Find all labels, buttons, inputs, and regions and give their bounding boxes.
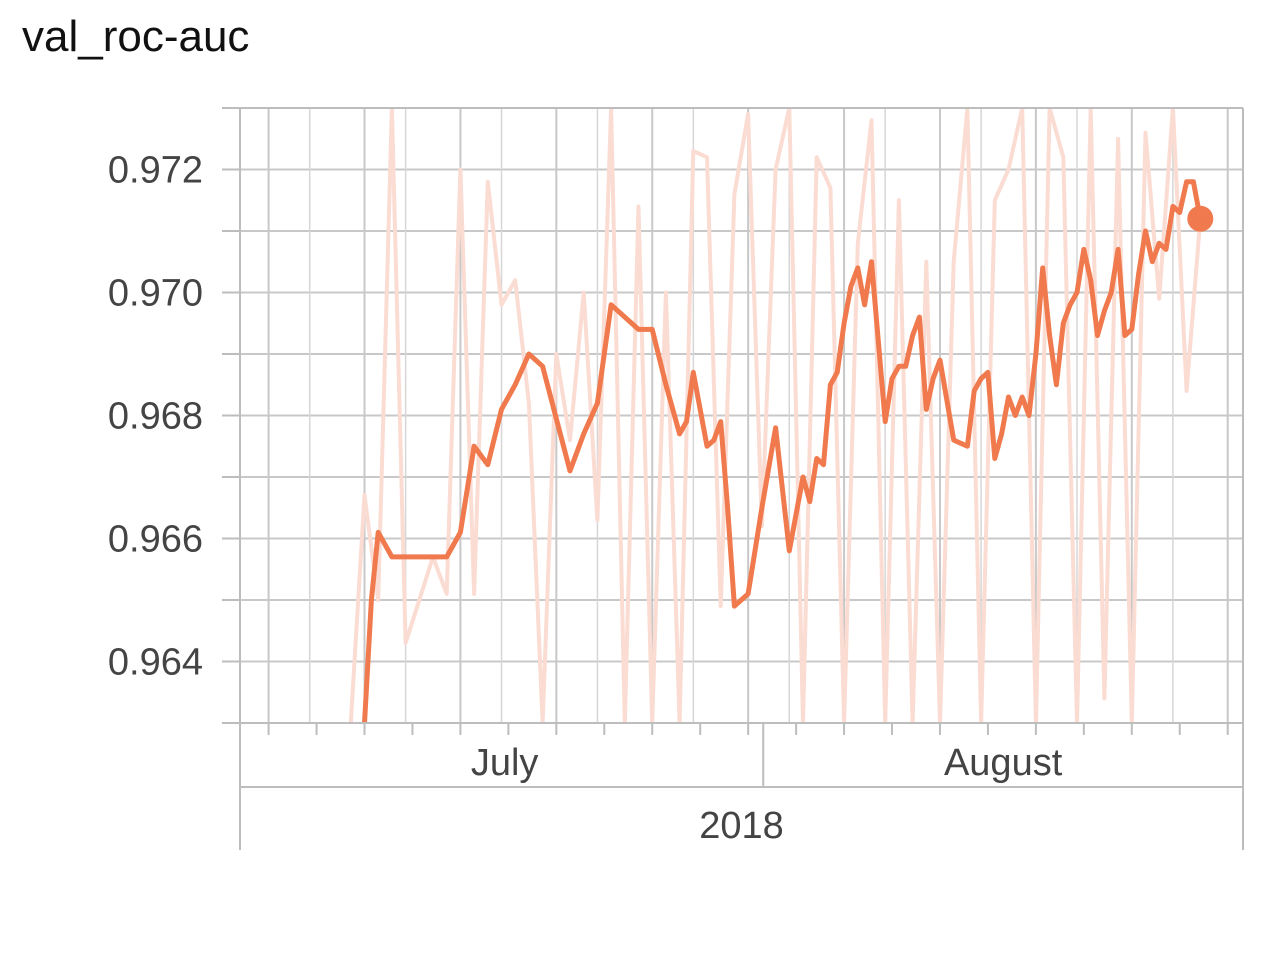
smoothed-series-line [362, 179, 1203, 723]
last-point-marker[interactable] [1187, 205, 1214, 232]
y-tick-label: 0.966 [108, 519, 203, 561]
raw-series [348, 108, 1203, 723]
x-month-label-july: July [471, 742, 539, 784]
x-axis-ticks: July August 2018 [267, 723, 1229, 847]
y-tick-label: 0.968 [108, 396, 203, 438]
y-axis-ticks: 0.964 0.966 0.968 0.970 0.972 [108, 107, 240, 724]
chart-title: val_roc-auc [22, 12, 250, 61]
smoothed-series [362, 179, 1203, 723]
raw-series-line [348, 108, 1203, 723]
y-tick-label: 0.970 [108, 273, 203, 315]
y-tick-label: 0.964 [108, 642, 203, 684]
y-tick-label: 0.972 [108, 150, 203, 192]
x-month-label-august: August [944, 742, 1063, 784]
x-year-label: 2018 [699, 805, 784, 847]
